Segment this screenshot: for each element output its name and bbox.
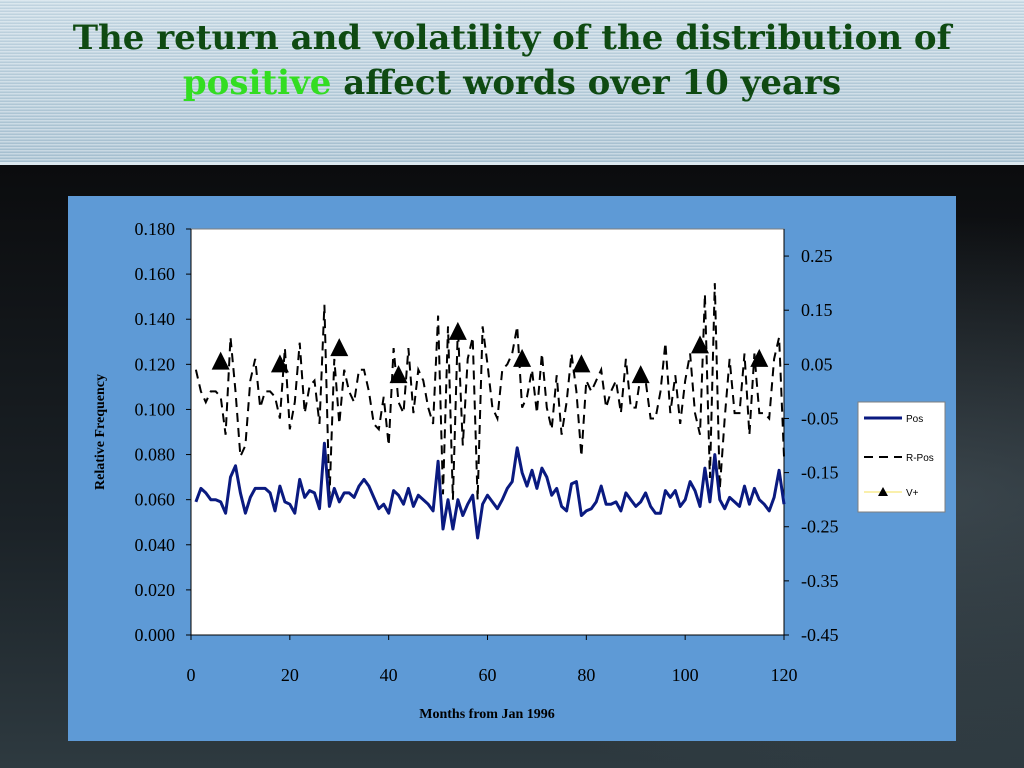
- y2-tick-label: 0.15: [801, 300, 833, 320]
- legend-pos-label: Pos: [906, 414, 923, 425]
- y-tick-label: 0.140: [135, 309, 176, 329]
- plot-area: [190, 228, 785, 636]
- v-plus-marker: [270, 354, 289, 373]
- y-axis-title: Relative Frequency: [93, 374, 108, 490]
- legend: Pos R-Pos V+: [857, 401, 946, 513]
- x-tick-label: 60: [479, 665, 497, 685]
- line-chart: 0.000 0.020 0.040 0.060 0.080 0.100 0.120 0.140…: [93, 219, 946, 722]
- x-tick-label: 100: [672, 665, 699, 685]
- y-axis-ticks: 0.000 0.020 0.040 0.060 0.080 0.100 0.120 0.140…: [135, 219, 191, 645]
- v-plus-marker: [750, 348, 769, 367]
- v-plus-marker: [631, 365, 650, 384]
- x-tick-label: 80: [577, 665, 595, 685]
- series-line-pos: [194, 441, 786, 540]
- y2-axis-ticks: -0.45 -0.35 -0.25 -0.15 -0.05 0.05 0.15 0.25: [784, 246, 839, 645]
- y-tick-label: 0.060: [135, 490, 176, 510]
- series-layer: [194, 283, 786, 540]
- v-plus-marker: [389, 365, 408, 384]
- y2-tick-label: 0.25: [801, 246, 833, 266]
- title-part-1: The return and volatility of the distrib…: [72, 18, 952, 58]
- legend-v-label: V+: [906, 488, 919, 499]
- y2-tick-label: -0.05: [801, 408, 839, 428]
- y-tick-label: 0.160: [135, 264, 176, 284]
- v-plus-marker: [572, 354, 591, 373]
- v-plus-marker: [448, 321, 467, 340]
- legend-rpos-label: R-Pos: [906, 453, 934, 464]
- chart-panel: 0.000 0.020 0.040 0.060 0.080 0.100 0.120 0.140…: [68, 196, 956, 741]
- y2-tick-label: 0.05: [801, 354, 833, 374]
- x-tick-label: 0: [187, 665, 196, 685]
- y2-tick-label: -0.45: [801, 625, 839, 645]
- title-part-2: affect words over 10 years: [343, 63, 842, 103]
- y-tick-label: 0.040: [135, 535, 176, 555]
- v-plus-marker: [690, 335, 709, 354]
- y-tick-label: 0.020: [135, 580, 176, 600]
- v-plus-marker: [513, 348, 532, 367]
- y2-tick-label: -0.25: [801, 517, 839, 537]
- v-plus-marker: [211, 351, 230, 370]
- title-band: The return and volatility of the distrib…: [0, 0, 1024, 165]
- x-tick-label: 40: [380, 665, 398, 685]
- v-plus-marker: [330, 338, 349, 357]
- title-highlight-word: positive: [182, 63, 332, 103]
- y-tick-label: 0.180: [135, 219, 176, 239]
- x-axis-title: Months from Jan 1996: [419, 707, 554, 722]
- y-tick-label: 0.000: [135, 625, 176, 645]
- y-tick-label: 0.080: [135, 445, 176, 465]
- x-tick-label: 20: [281, 665, 299, 685]
- y2-tick-label: -0.15: [801, 463, 839, 483]
- x-axis-ticks: 0 20 40 60 80 100 120: [187, 635, 798, 685]
- y-tick-label: 0.100: [135, 399, 176, 419]
- x-tick-label: 120: [771, 665, 798, 685]
- y2-tick-label: -0.35: [801, 571, 839, 591]
- legend-v-triangle-icon: [878, 487, 888, 496]
- series-line-r-pos: [194, 283, 785, 500]
- slide-title: The return and volatility of the distrib…: [0, 16, 1024, 106]
- y-tick-label: 0.120: [135, 354, 176, 374]
